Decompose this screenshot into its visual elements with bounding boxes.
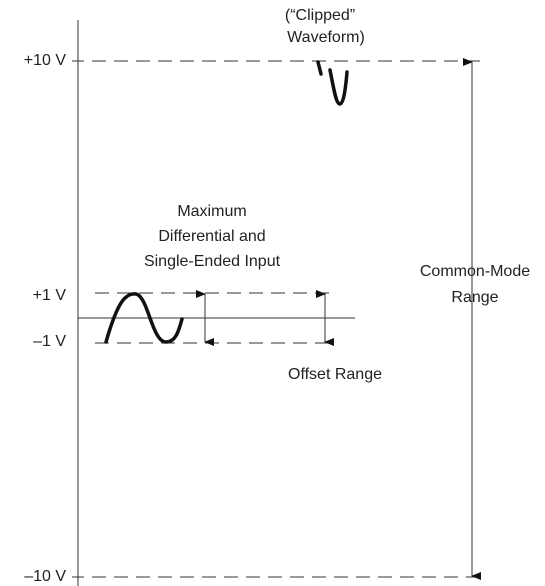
annotation: Offset Range xyxy=(288,366,382,383)
voltage-label: +10 V xyxy=(24,52,67,69)
voltage-label: +1 V xyxy=(33,287,67,304)
annotation: Differential and xyxy=(158,228,265,245)
clipped-waveform xyxy=(328,68,349,106)
sine-wave xyxy=(104,292,184,344)
annotation: (“Clipped” xyxy=(285,7,355,24)
annotation: Range xyxy=(451,289,498,306)
annotation: Common-Mode xyxy=(420,263,530,280)
annotation: Waveform) xyxy=(287,29,365,46)
voltage-label: –1 V xyxy=(33,333,66,350)
annotation: Maximum xyxy=(177,203,246,220)
annotation: Single-Ended Input xyxy=(144,253,281,270)
voltage-label: –10 V xyxy=(24,568,66,585)
clipped-waveform xyxy=(316,60,323,76)
